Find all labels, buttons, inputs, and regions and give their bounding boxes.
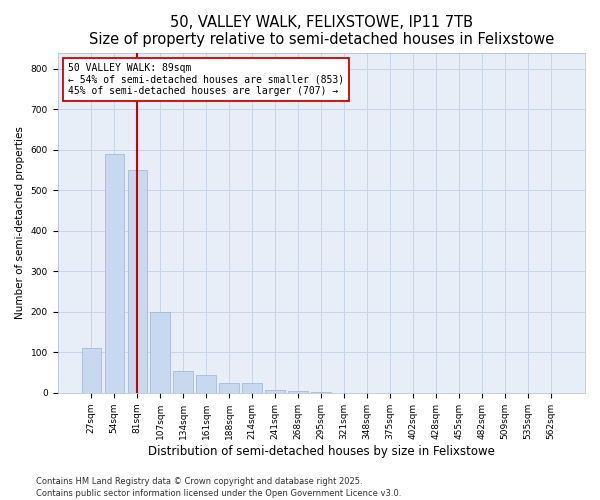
Bar (265, 390, 285, 393)
Bar (173, 370, 193, 393)
X-axis label: Distribution of semi-detached houses by size in Felixstowe: Distribution of semi-detached houses by … (148, 444, 495, 458)
Text: Contains HM Land Registry data © Crown copyright and database right 2025.
Contai: Contains HM Land Registry data © Crown c… (36, 476, 401, 498)
Bar (151, 312, 170, 393)
Bar (128, 170, 147, 393)
Title: 50, VALLEY WALK, FELIXSTOWE, IP11 7TB
Size of property relative to semi-detached: 50, VALLEY WALK, FELIXSTOWE, IP11 7TB Si… (89, 15, 554, 48)
Bar (82, 348, 101, 393)
Text: 50 VALLEY WALK: 89sqm
← 54% of semi-detached houses are smaller (853)
45% of sem: 50 VALLEY WALK: 89sqm ← 54% of semi-deta… (68, 63, 344, 96)
Y-axis label: Number of semi-detached properties: Number of semi-detached properties (15, 126, 25, 319)
Bar (104, 154, 124, 393)
Bar (220, 382, 239, 393)
Bar (311, 392, 331, 393)
Bar (196, 374, 216, 393)
Bar (289, 391, 308, 393)
Bar (242, 382, 262, 393)
